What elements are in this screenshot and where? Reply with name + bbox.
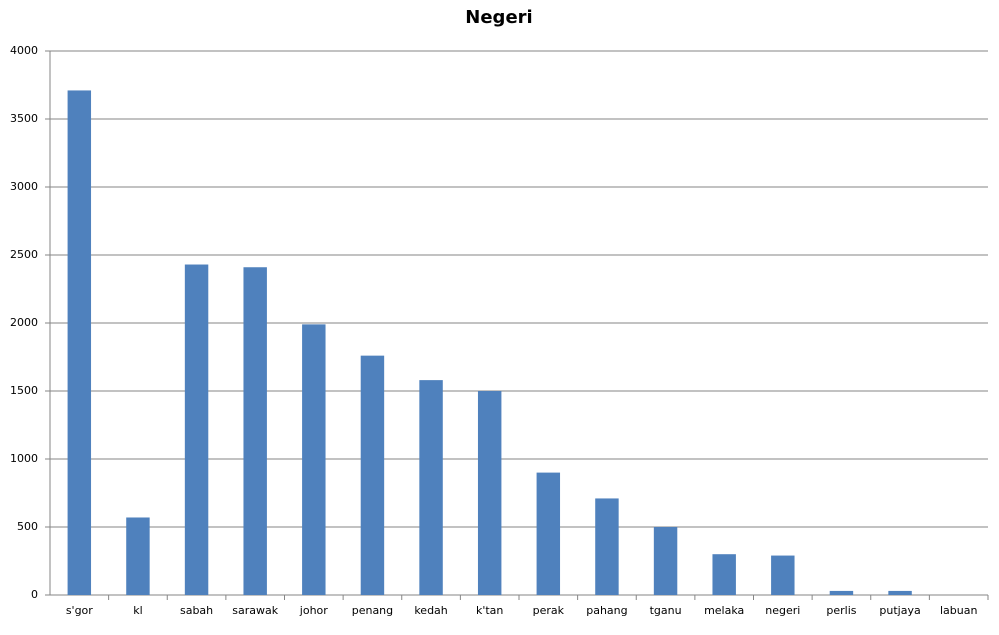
bar <box>184 264 209 595</box>
y-tick-label: 1500 <box>10 384 38 397</box>
x-tick-label: labuan <box>940 604 977 617</box>
x-tick-label: tganu <box>650 604 682 617</box>
bar <box>126 517 150 595</box>
x-tick-label: kl <box>133 604 142 617</box>
y-tick-label: 0 <box>31 588 38 601</box>
bar <box>302 324 326 595</box>
y-tick-label: 2000 <box>10 316 38 329</box>
bar <box>67 90 92 595</box>
bar <box>536 472 561 595</box>
x-tick-label: perlis <box>826 604 856 617</box>
y-tick-label: 2500 <box>10 248 38 261</box>
chart-title: Negeri <box>465 7 532 28</box>
x-tick-label: sarawak <box>232 604 278 617</box>
y-tick-label: 4000 <box>10 44 38 57</box>
y-tick-label: 1000 <box>10 452 38 465</box>
bar <box>712 554 736 595</box>
x-tick-label: johor <box>299 604 328 617</box>
x-tick-label: pahang <box>586 604 627 617</box>
x-tick-label: s'gor <box>66 604 93 617</box>
bar <box>419 380 443 595</box>
x-tick-label: negeri <box>765 604 800 617</box>
bar <box>595 498 619 595</box>
x-tick-label: kedah <box>414 604 447 617</box>
bar <box>653 527 678 595</box>
y-tick-label: 3500 <box>10 112 38 125</box>
bar <box>243 267 267 595</box>
bar <box>829 590 854 595</box>
x-tick-label: penang <box>352 604 393 617</box>
x-tick-label: k'tan <box>476 604 503 617</box>
y-tick-label: 500 <box>17 520 38 533</box>
x-tick-label: melaka <box>704 604 744 617</box>
x-tick-label: sabah <box>180 604 213 617</box>
x-tick-label: putjaya <box>879 604 920 617</box>
bar <box>888 590 912 595</box>
bar <box>360 355 385 595</box>
bar <box>477 391 502 595</box>
y-tick-label: 3000 <box>10 180 38 193</box>
x-tick-label: perak <box>533 604 565 617</box>
bar <box>771 555 795 595</box>
